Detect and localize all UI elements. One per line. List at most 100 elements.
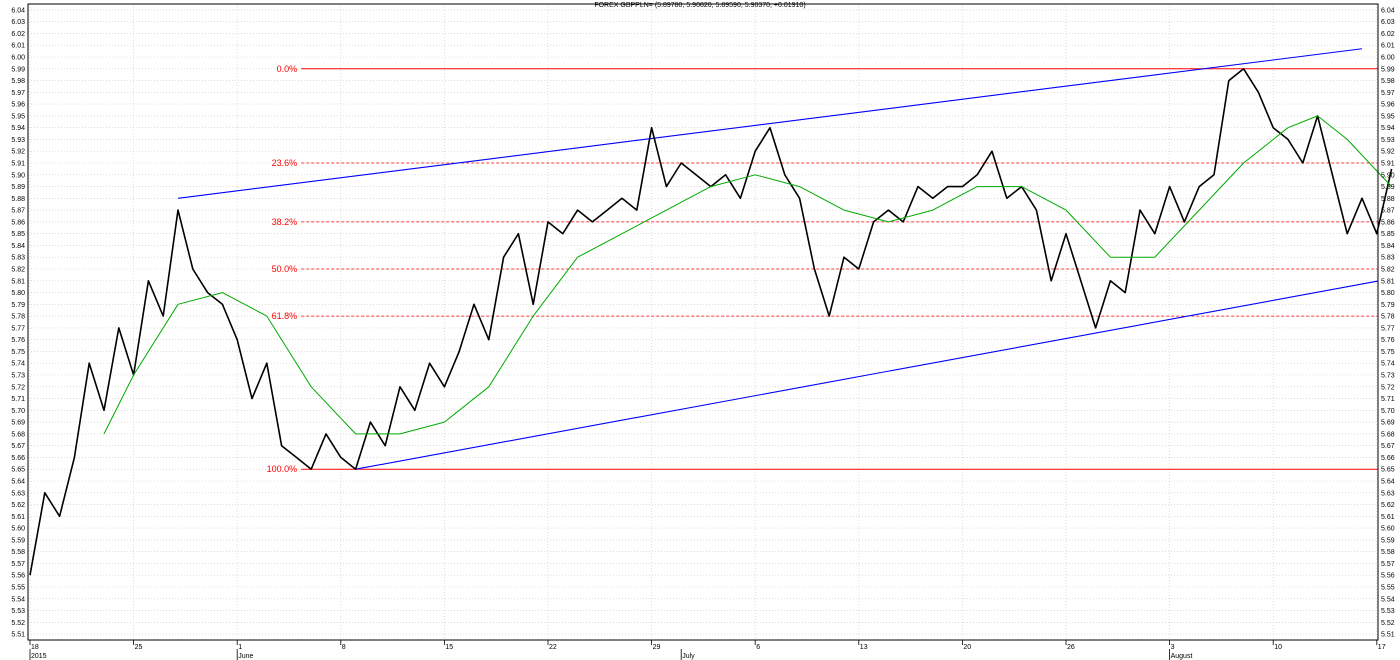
- y-tick-label-right: 5.65: [1381, 467, 1395, 474]
- grid: [28, 4, 1378, 640]
- y-tick-label-right: 5.64: [1381, 479, 1395, 486]
- trendline: [355, 280, 1379, 470]
- y-tick-label-left: 5.95: [11, 113, 25, 120]
- fib-level-label: 0.0%: [277, 64, 298, 74]
- y-tick-label-left: 6.04: [11, 7, 25, 14]
- y-tick-label-left: 5.88: [11, 196, 25, 203]
- x-tick-label: 22: [549, 644, 557, 651]
- y-tick-label-left: 5.66: [11, 455, 25, 462]
- x-tick-label: 18: [31, 644, 39, 651]
- y-tick-label-right: 5.71: [1381, 396, 1395, 403]
- y-tick-label-right: 5.81: [1381, 278, 1395, 285]
- trendline: [177, 48, 1363, 199]
- y-tick-label-right: 5.97: [1381, 90, 1395, 97]
- y-tick-label-left: 5.63: [11, 490, 25, 497]
- y-tick-label-right: 5.68: [1381, 431, 1395, 438]
- axes: 5.51 5.51 5.52 5.52 5.53 5.53 5.54 5.54 5.55 5.55…: [11, 3, 1395, 660]
- y-tick-label-right: 5.95: [1381, 113, 1395, 120]
- y-tick-label-right: 5.62: [1381, 502, 1395, 509]
- y-tick-label-right: 6.03: [1381, 19, 1395, 26]
- y-tick-label-left: 5.98: [11, 78, 25, 85]
- y-tick-label-right: 5.66: [1381, 455, 1395, 462]
- x-tick-label: 26: [1067, 644, 1075, 651]
- y-tick-label-left: 5.78: [11, 314, 25, 321]
- y-tick-label-left: 5.86: [11, 219, 25, 226]
- x-period-label: August: [1171, 653, 1193, 660]
- y-tick-label-left: 5.99: [11, 66, 25, 73]
- y-tick-label-left: 5.64: [11, 479, 25, 486]
- y-tick-label-right: 5.82: [1381, 267, 1395, 274]
- x-period-label: 2015: [31, 653, 47, 660]
- y-tick-label-left: 5.92: [11, 149, 25, 156]
- y-tick-label-right: 5.61: [1381, 514, 1395, 521]
- y-tick-label-left: 5.83: [11, 255, 25, 262]
- y-tick-label-right: 6.04: [1381, 7, 1395, 14]
- y-tick-label-right: 5.80: [1381, 290, 1395, 297]
- y-tick-label-right: 5.90: [1381, 172, 1395, 179]
- y-tick-label-right: 5.59: [1381, 537, 1395, 544]
- x-tick-label: 10: [1274, 644, 1282, 651]
- y-tick-label-right: 5.55: [1381, 585, 1395, 592]
- y-tick-label-right: 5.93: [1381, 137, 1395, 144]
- y-tick-label-right: 5.92: [1381, 149, 1395, 156]
- x-tick-label: 1: [238, 644, 242, 651]
- y-tick-label-left: 6.01: [11, 43, 25, 50]
- x-tick-label: 3: [1171, 644, 1175, 651]
- y-tick-label-left: 5.58: [11, 549, 25, 556]
- x-period-label: June: [238, 653, 253, 660]
- y-tick-label-right: 5.78: [1381, 314, 1395, 321]
- y-tick-label-right: 5.60: [1381, 526, 1395, 533]
- trendlines: [177, 48, 1379, 470]
- series-group: [29, 68, 1393, 576]
- y-tick-label-left: 5.55: [11, 585, 25, 592]
- y-tick-label-left: 5.90: [11, 172, 25, 179]
- y-tick-label-left: 5.56: [11, 573, 25, 580]
- y-tick-label-right: 5.74: [1381, 361, 1395, 368]
- y-tick-label-right: 5.54: [1381, 596, 1395, 603]
- y-tick-label-right: 5.73: [1381, 373, 1395, 380]
- y-tick-label-left: 5.61: [11, 514, 25, 521]
- y-tick-label-left: 5.72: [11, 384, 25, 391]
- y-tick-label-right: 5.53: [1381, 608, 1395, 615]
- fib-level-label: 61.8%: [272, 311, 298, 321]
- x-tick-label: 8: [342, 644, 346, 651]
- y-tick-label-right: 6.01: [1381, 43, 1395, 50]
- y-tick-label-left: 5.70: [11, 408, 25, 415]
- y-tick-label-left: 5.91: [11, 161, 25, 168]
- y-tick-label-left: 5.71: [11, 396, 25, 403]
- fib-level-label: 100.0%: [267, 464, 298, 474]
- y-tick-label-left: 5.75: [11, 349, 25, 356]
- y-tick-label-left: 5.51: [11, 632, 25, 639]
- y-tick-label-left: 5.53: [11, 608, 25, 615]
- moving-average-line: [103, 115, 1392, 435]
- y-tick-label-left: 5.76: [11, 337, 25, 344]
- y-tick-label-right: 5.52: [1381, 620, 1395, 627]
- y-tick-label-left: 5.68: [11, 431, 25, 438]
- y-tick-label-left: 5.60: [11, 526, 25, 533]
- fibonacci-levels: 0.0% 23.6% 38.2% 50.0% 61.8% 100.0%: [267, 64, 1378, 474]
- y-tick-label-right: 5.79: [1381, 302, 1395, 309]
- y-tick-label-right: 5.94: [1381, 125, 1395, 132]
- y-tick-label-left: 5.57: [11, 561, 25, 568]
- x-tick-label: 29: [653, 644, 661, 651]
- y-tick-label-left: 5.81: [11, 278, 25, 285]
- y-tick-label-right: 5.89: [1381, 184, 1395, 191]
- y-tick-label-left: 5.85: [11, 231, 25, 238]
- y-tick-label-right: 5.85: [1381, 231, 1395, 238]
- y-tick-label-left: 5.73: [11, 373, 25, 380]
- fib-level-label: 23.6%: [272, 158, 298, 168]
- plot-frame: [27, 3, 1379, 641]
- y-tick-label-right: 5.98: [1381, 78, 1395, 85]
- y-tick-label-right: 5.69: [1381, 420, 1395, 427]
- y-tick-label-right: 5.56: [1381, 573, 1395, 580]
- y-tick-label-right: 5.51: [1381, 632, 1395, 639]
- y-tick-label-left: 5.77: [11, 325, 25, 332]
- x-tick-label: 15: [445, 644, 453, 651]
- y-tick-label-left: 6.00: [11, 55, 25, 62]
- x-tick-label: 13: [860, 644, 868, 651]
- y-tick-label-left: 5.89: [11, 184, 25, 191]
- y-tick-label-left: 5.93: [11, 137, 25, 144]
- y-tick-label-right: 5.99: [1381, 66, 1395, 73]
